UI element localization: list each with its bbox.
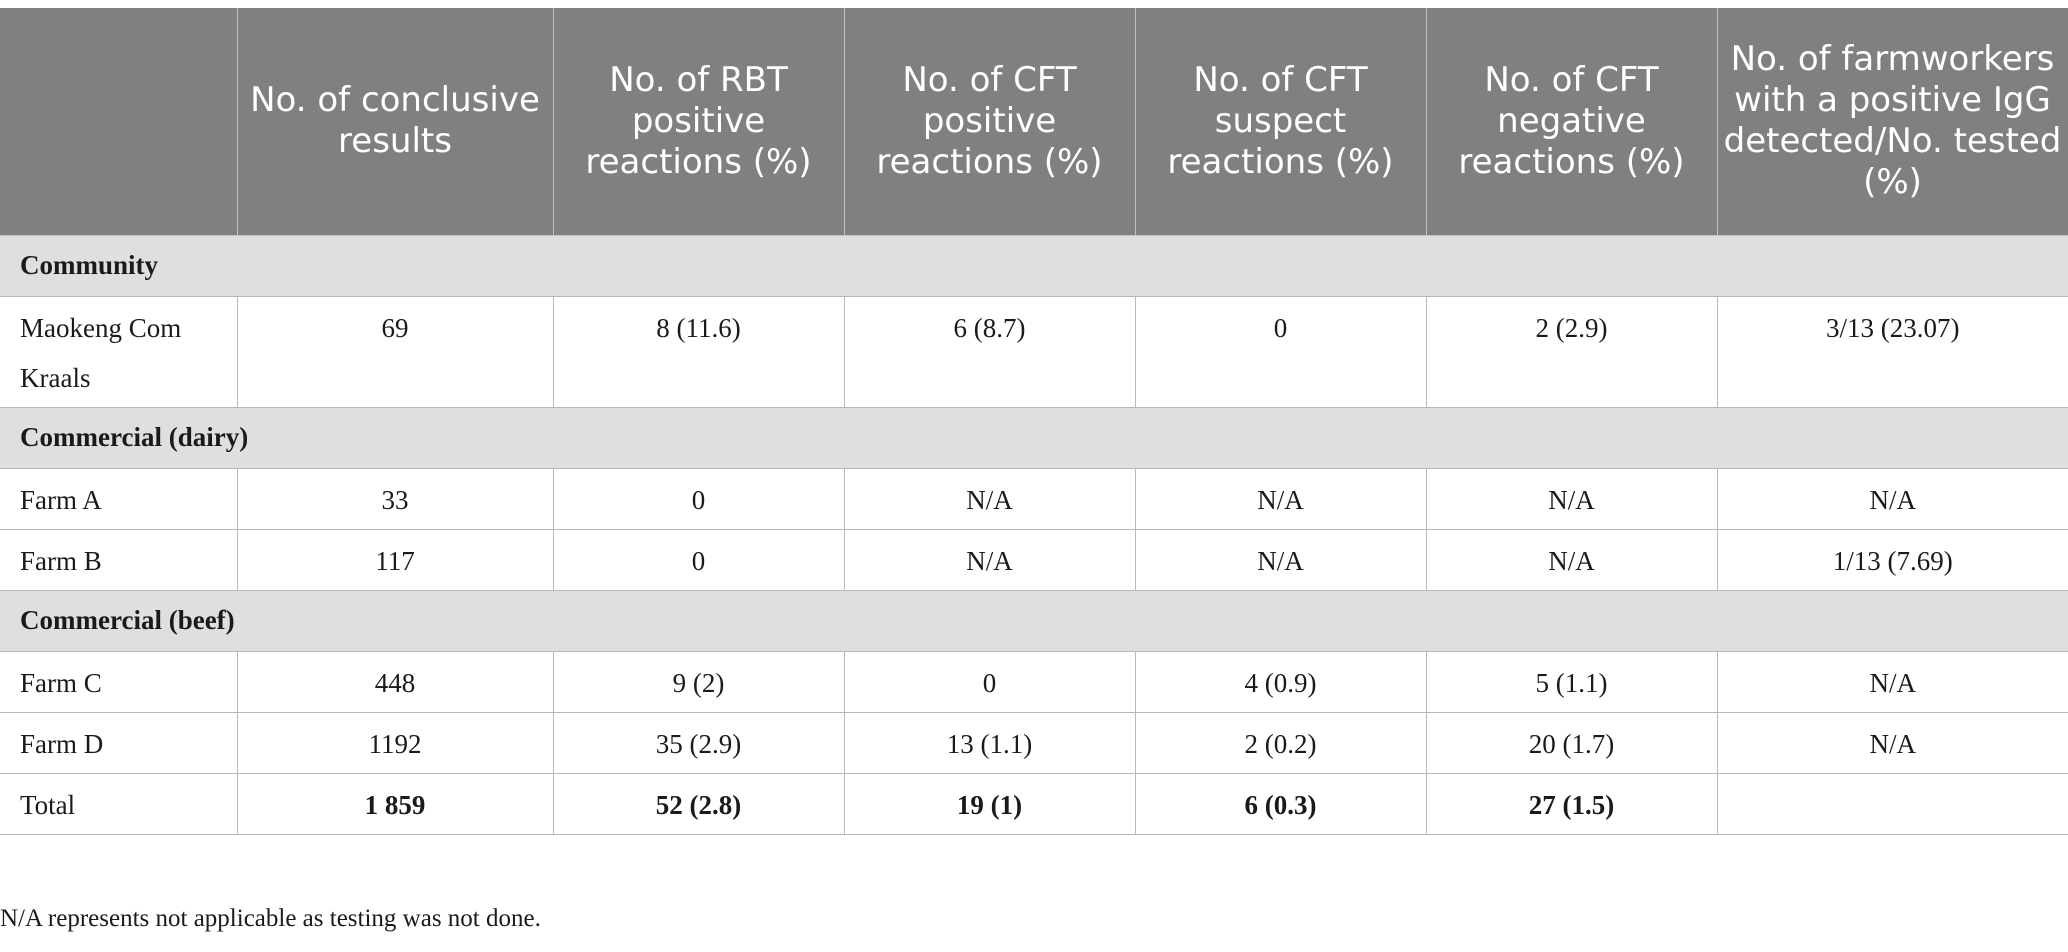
row-label: Farm C — [0, 650, 238, 713]
table-cell: 2 (2.9) — [1425, 295, 1718, 408]
total-cell: 1 859 — [236, 772, 554, 835]
table-cell: 2 (0.2) — [1134, 711, 1427, 774]
table-cell: 1/13 (7.69) — [1716, 528, 2068, 591]
results-table: No. of conclusive results No. of RBT pos… — [0, 8, 2068, 835]
table-cell: 0 — [552, 528, 845, 591]
table-row: Farm B 117 0 N/A N/A N/A 1/13 (7.69) — [0, 528, 2068, 591]
table-cell: 20 (1.7) — [1425, 711, 1718, 774]
row-label: Total — [0, 772, 238, 835]
table-cell: N/A — [1716, 467, 2068, 530]
total-cell: 19 (1) — [843, 772, 1136, 835]
table-cell: 0 — [552, 467, 845, 530]
header-corner — [0, 8, 238, 236]
total-cell: 6 (0.3) — [1134, 772, 1427, 835]
group-label: Commercial (dairy) — [0, 407, 2068, 469]
row-label: Maokeng Com Kraals — [0, 295, 238, 408]
table-row: Farm D 1192 35 (2.9) 13 (1.1) 2 (0.2) 20… — [0, 711, 2068, 774]
group-label: Community — [0, 235, 2068, 297]
row-label: Farm B — [0, 528, 238, 591]
table-cell: 117 — [236, 528, 554, 591]
table-cell: 69 — [236, 295, 554, 408]
row-label: Farm A — [0, 467, 238, 530]
table-cell: N/A — [1425, 528, 1718, 591]
table-cell: 0 — [843, 650, 1136, 713]
table-row: Farm A 33 0 N/A N/A N/A N/A — [0, 467, 2068, 530]
header-conclusive-results: No. of conclusive results — [236, 8, 554, 236]
table-cell: 13 (1.1) — [843, 711, 1136, 774]
total-cell: 52 (2.8) — [552, 772, 845, 835]
group-row-beef: Commercial (beef) — [0, 590, 2068, 652]
table-footnote: N/A represents not applicable as testing… — [0, 905, 541, 932]
table-cell: 33 — [236, 467, 554, 530]
table-cell: 4 (0.9) — [1134, 650, 1427, 713]
table-cell: N/A — [1716, 650, 2068, 713]
total-cell — [1716, 772, 2068, 835]
table-row: Farm C 448 9 (2) 0 4 (0.9) 5 (1.1) N/A — [0, 650, 2068, 713]
row-label: Farm D — [0, 711, 238, 774]
header-row: No. of conclusive results No. of RBT pos… — [0, 8, 2068, 236]
header-cft-negative: No. of CFT negative reactions (%) — [1425, 8, 1718, 236]
table-cell: 3/13 (23.07) — [1716, 295, 2068, 408]
group-row-dairy: Commercial (dairy) — [0, 407, 2068, 469]
table-cell: N/A — [1134, 528, 1427, 591]
table-cell: 6 (8.7) — [843, 295, 1136, 408]
table-cell: N/A — [843, 528, 1136, 591]
group-row-community: Community — [0, 235, 2068, 297]
table-cell: 448 — [236, 650, 554, 713]
group-label: Commercial (beef) — [0, 590, 2068, 652]
header-farmworkers-igg: No. of farmworkers with a positive IgG d… — [1716, 8, 2068, 236]
header-cft-positive: No. of CFT positive reactions (%) — [843, 8, 1136, 236]
table-cell: N/A — [843, 467, 1136, 530]
header-cft-suspect: No. of CFT suspect reactions (%) — [1134, 8, 1427, 236]
table-cell: 8 (11.6) — [552, 295, 845, 408]
table-cell: 1192 — [236, 711, 554, 774]
table-cell: 0 — [1134, 295, 1427, 408]
total-cell: 27 (1.5) — [1425, 772, 1718, 835]
table-cell: N/A — [1425, 467, 1718, 530]
total-row: Total 1 859 52 (2.8) 19 (1) 6 (0.3) 27 (… — [0, 772, 2068, 835]
table-cell: 35 (2.9) — [552, 711, 845, 774]
table-cell: 5 (1.1) — [1425, 650, 1718, 713]
table-row: Maokeng Com Kraals 69 8 (11.6) 6 (8.7) 0… — [0, 295, 2068, 408]
table-cell: N/A — [1134, 467, 1427, 530]
table-cell: N/A — [1716, 711, 2068, 774]
table-cell: 9 (2) — [552, 650, 845, 713]
header-rbt-positive: No. of RBT positive reactions (%) — [552, 8, 845, 236]
